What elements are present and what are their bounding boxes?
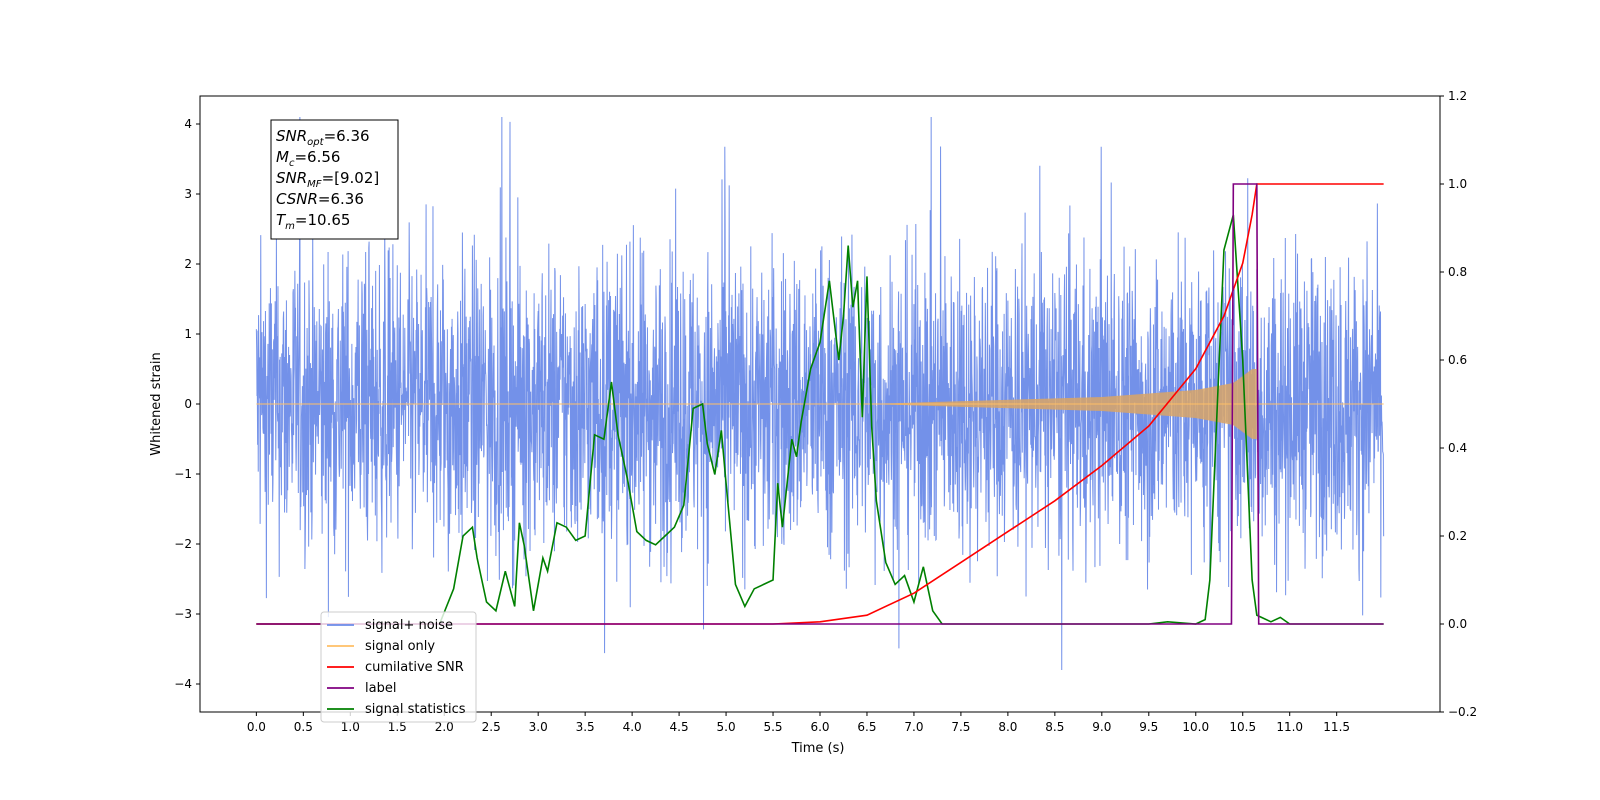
x-tick-label: 6.0: [810, 720, 829, 734]
y-left-tick-label: 3: [184, 187, 192, 201]
x-tick-label: 11.0: [1276, 720, 1303, 734]
y-right-tick-label: 0.2: [1448, 529, 1467, 543]
x-tick-label: 9.5: [1139, 720, 1158, 734]
x-tick-label: 3.0: [529, 720, 548, 734]
annotation-line: SNRopt=6.36: [276, 127, 370, 148]
y-right-tick-label: −0.2: [1448, 705, 1477, 719]
right-y-axis-ticks: 1.2 1.0 0.8 0.6 0.4 0.2 0.0 −0.2: [1440, 89, 1477, 719]
y-right-tick-label: 0.8: [1448, 265, 1467, 279]
y-left-tick-label: 2: [184, 257, 192, 271]
x-tick-label: 8.0: [998, 720, 1017, 734]
y-right-tick-label: 0.6: [1448, 353, 1467, 367]
y-left-tick-label: −3: [174, 607, 192, 621]
x-axis-ticks: 0.0 0.5 1.0 1.5 2.0 2.5 3.0 3.5 4.0 4.5 5.0 5.5 6.0 6…: [247, 712, 1350, 734]
y-left-tick-label: 0: [184, 397, 192, 411]
x-tick-label: 10.5: [1229, 720, 1256, 734]
x-tick-label: 6.5: [857, 720, 876, 734]
y-right-tick-label: 0.4: [1448, 441, 1467, 455]
x-tick-label: 5.5: [763, 720, 782, 734]
legend-label: cumilative SNR: [365, 660, 464, 675]
x-tick-label: 0.5: [294, 720, 313, 734]
y-left-tick-label: 1: [184, 327, 192, 341]
legend-label: signal only: [365, 639, 435, 654]
x-tick-label: 2.5: [482, 720, 501, 734]
y-left-tick-label: −1: [174, 467, 192, 481]
x-tick-label: 0.0: [247, 720, 266, 734]
legend-label: signal statistics: [365, 702, 466, 717]
x-tick-label: 5.0: [717, 720, 736, 734]
annotation-frame: [270, 119, 399, 240]
legend-label: label: [365, 681, 396, 696]
x-tick-label: 2.0: [435, 720, 454, 734]
signal-statistics-line: [256, 214, 1384, 625]
x-tick-label: 9.0: [1092, 720, 1111, 734]
signal-only-series: [256, 369, 1384, 439]
plot-area: [255, 116, 1385, 671]
signal-noise-line: [255, 116, 1385, 671]
x-tick-label: 1.5: [388, 720, 407, 734]
annotation-line: CSNR=6.36: [276, 190, 364, 208]
label-line: [256, 183, 1384, 625]
x-axis-label: Time (s): [791, 741, 845, 756]
y-left-tick-label: −2: [174, 537, 192, 551]
legend-frame: [320, 611, 477, 723]
x-tick-label: 1.0: [341, 720, 360, 734]
annotation-line: Mc=6.56: [276, 148, 340, 169]
x-tick-label: 8.5: [1045, 720, 1064, 734]
x-tick-label: 4.0: [623, 720, 642, 734]
x-tick-label: 3.5: [576, 720, 595, 734]
legend-label: signal+ noise: [365, 618, 453, 633]
annotation-line: Tm=10.65: [276, 211, 350, 232]
y-right-tick-label: 1.2: [1448, 89, 1467, 103]
x-tick-label: 10.0: [1182, 720, 1209, 734]
y-right-tick-label: 1.0: [1448, 177, 1467, 191]
x-tick-label: 7.5: [951, 720, 970, 734]
y-left-tick-label: −4: [174, 677, 192, 691]
x-tick-label: 4.5: [670, 720, 689, 734]
left-y-axis-ticks: 4 3 2 1 0 −1 −2 −3 −4: [174, 117, 200, 691]
x-tick-label: 7.0: [904, 720, 923, 734]
y-left-tick-label: 4: [184, 117, 192, 131]
annotation-line: SNRMF=[9.02]: [276, 169, 379, 190]
y-right-tick-label: 0.0: [1448, 617, 1467, 631]
cumilative-snr-line: [256, 183, 1384, 625]
signal-noise-series: [255, 116, 1385, 671]
right-axis-series: [256, 183, 1384, 625]
x-tick-label: 11.5: [1323, 720, 1350, 734]
y-axis-label: Whitened strain: [149, 352, 164, 455]
legend: signal+ noise signal only cumilative SNR la…: [320, 611, 477, 723]
